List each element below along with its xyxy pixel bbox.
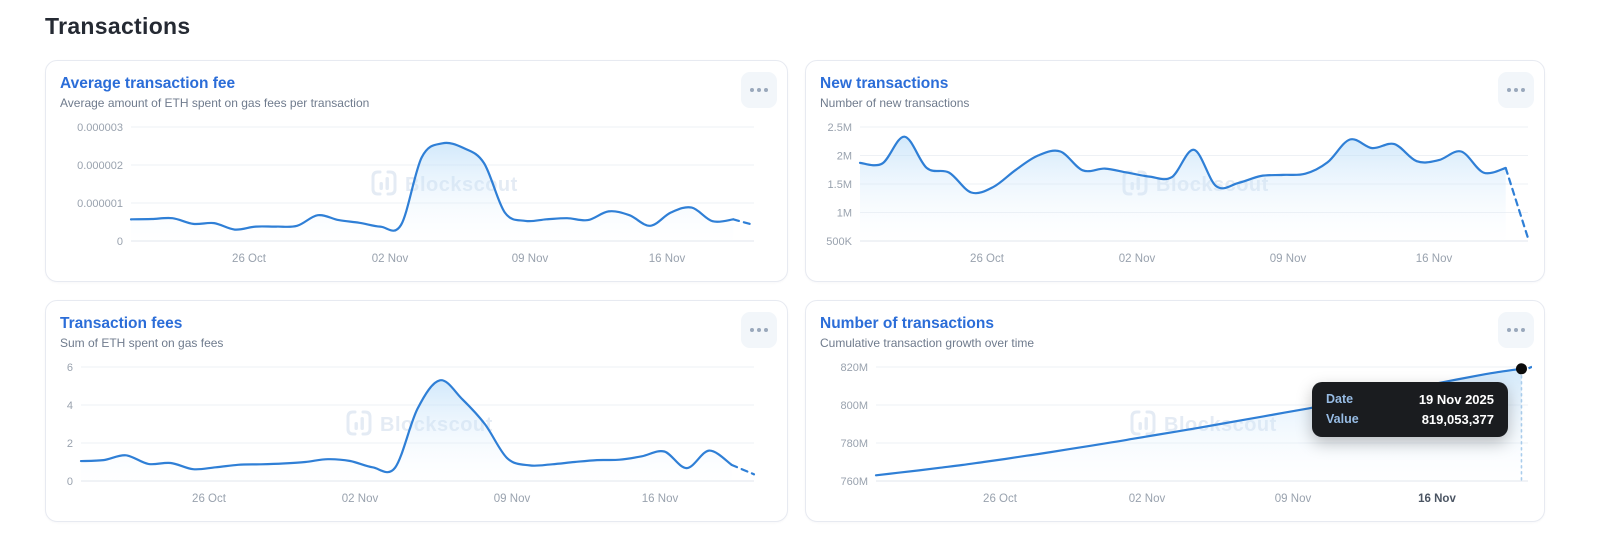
card-menu-button[interactable] (741, 312, 777, 348)
page-title: Transactions (45, 13, 191, 39)
card-subtitle: Cumulative transaction growth over time (820, 336, 1035, 350)
chart-tooltip: Date 19 Nov 2025 Value 819,053,377 (1312, 382, 1508, 437)
average-transaction-fee-chart[interactable]: 0 0.000001 0.000002 0.000003 26 Oct 02 Nov 09 … (60, 115, 772, 273)
svg-text:0.000003: 0.000003 (77, 122, 123, 134)
tooltip-date-label: Date (1326, 392, 1354, 406)
hover-marker-dot (1515, 363, 1527, 375)
svg-text:0: 0 (117, 236, 123, 248)
svg-text:820M: 820M (840, 362, 868, 374)
svg-text:02 Nov: 02 Nov (1129, 493, 1166, 505)
svg-text:6: 6 (67, 362, 73, 374)
ellipsis-icon (1507, 88, 1525, 92)
card-subtitle: Average amount of ETH spent on gas fees … (60, 96, 370, 110)
card-title-link[interactable]: Number of transactions (820, 315, 994, 332)
card-subtitle: Sum of ETH spent on gas fees (60, 336, 224, 350)
svg-text:1.5M: 1.5M (828, 179, 852, 191)
svg-text:16 Nov: 16 Nov (1416, 253, 1453, 265)
svg-text:760M: 760M (840, 476, 868, 488)
svg-text:780M: 780M (840, 438, 868, 450)
svg-text:800M: 800M (840, 400, 868, 412)
tooltip-value-row: Value 819,053,377 (1326, 411, 1494, 428)
tooltip-value-label: Value (1326, 412, 1359, 426)
svg-text:09 Nov: 09 Nov (1275, 493, 1312, 505)
svg-text:02 Nov: 02 Nov (342, 493, 379, 505)
svg-text:16 Nov: 16 Nov (642, 493, 679, 505)
svg-text:09 Nov: 09 Nov (1270, 253, 1307, 265)
card-title-link[interactable]: Transaction fees (60, 315, 183, 332)
svg-text:26 Oct: 26 Oct (970, 253, 1005, 265)
card-title-link[interactable]: Average transaction fee (60, 75, 236, 92)
svg-text:1M: 1M (837, 208, 852, 220)
card-menu-button[interactable] (1498, 312, 1534, 348)
ellipsis-icon (750, 328, 768, 332)
svg-text:02 Nov: 02 Nov (372, 253, 409, 265)
card-menu-button[interactable] (1498, 72, 1534, 108)
ellipsis-icon (750, 88, 768, 92)
tooltip-date-row: Date 19 Nov 2025 (1326, 391, 1494, 408)
svg-text:2.5M: 2.5M (828, 122, 852, 134)
ellipsis-icon (1507, 328, 1525, 332)
card-title-link[interactable]: New transactions (820, 75, 949, 92)
svg-text:09 Nov: 09 Nov (512, 253, 549, 265)
card-new-transactions: New transactions Number of new transacti… (805, 60, 1545, 282)
card-transaction-fees: Transaction fees Sum of ETH spent on gas… (45, 300, 788, 522)
svg-text:500K: 500K (826, 236, 852, 248)
svg-text:16 Nov: 16 Nov (1418, 493, 1456, 505)
svg-text:26 Oct: 26 Oct (983, 493, 1018, 505)
svg-text:0: 0 (67, 476, 73, 488)
charts-grid: Average transaction fee Average amount o… (45, 60, 1545, 522)
tooltip-value-value: 819,053,377 (1421, 412, 1494, 427)
svg-text:26 Oct: 26 Oct (232, 253, 267, 265)
svg-text:2: 2 (67, 438, 73, 450)
svg-text:02 Nov: 02 Nov (1119, 253, 1156, 265)
svg-text:09 Nov: 09 Nov (494, 493, 531, 505)
svg-text:16 Nov: 16 Nov (649, 253, 686, 265)
tooltip-date-value: 19 Nov 2025 (1418, 392, 1494, 407)
svg-text:0.000002: 0.000002 (77, 160, 123, 172)
svg-text:2M: 2M (837, 151, 852, 163)
svg-text:0.000001: 0.000001 (77, 198, 123, 210)
card-number-of-transactions: Number of transactions Cumulative transa… (805, 300, 1545, 522)
card-subtitle: Number of new transactions (820, 96, 970, 110)
card-menu-button[interactable] (741, 72, 777, 108)
svg-text:4: 4 (67, 400, 73, 412)
new-transactions-chart[interactable]: 500K 1M 1.5M 2M 2.5M 26 Oct 02 Nov 09 Nov 16 Nov… (820, 115, 1532, 273)
svg-text:26 Oct: 26 Oct (192, 493, 227, 505)
card-average-transaction-fee: Average transaction fee Average amount o… (45, 60, 788, 282)
